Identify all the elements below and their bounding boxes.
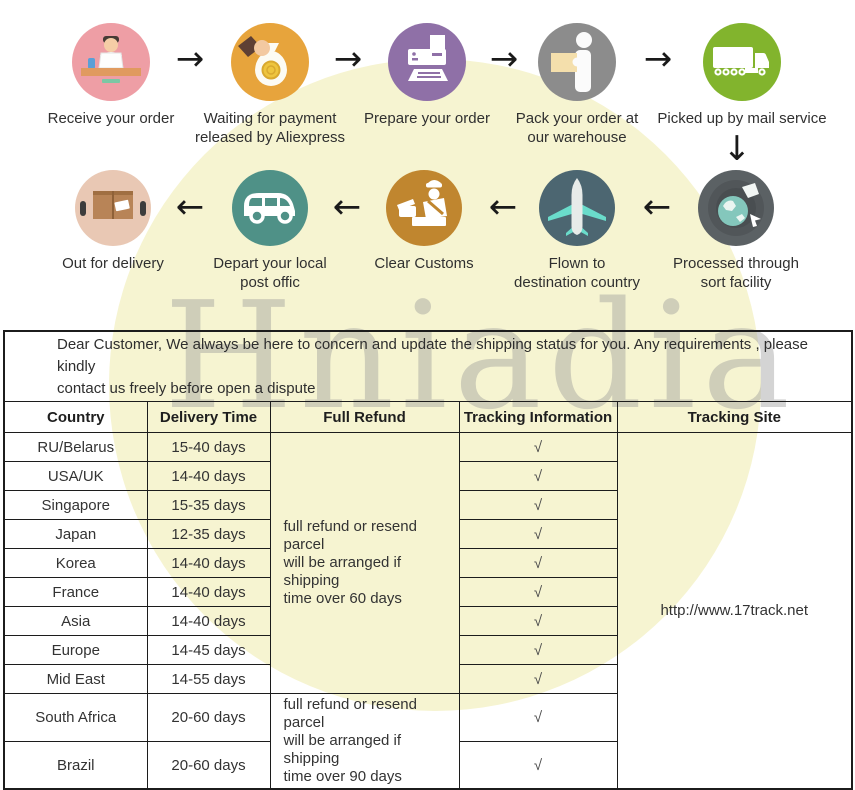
mail-truck-icon	[703, 23, 781, 101]
refund-note-90-days: full refund or resend parcel will be arr…	[269, 693, 460, 790]
receive-order-icon	[72, 23, 150, 101]
tracking-checkmark: √	[458, 635, 618, 666]
country-cell: Singapore	[3, 490, 148, 521]
delivery-cell: 20-60 days	[146, 741, 271, 790]
airplane-icon	[539, 170, 615, 246]
shipping-flow-diagram: Receive your order Waiting for payment r…	[0, 0, 855, 330]
stage-label: Processed through sort facility	[673, 255, 799, 291]
arrow-left-icon: ←	[332, 187, 362, 227]
stage-label: Prepare your order	[364, 110, 490, 127]
arrow-down-icon: ↓	[722, 129, 752, 169]
post-van-icon	[232, 170, 308, 246]
country-cell: Asia	[3, 606, 148, 637]
table-header-row: Country Delivery Time Full Refund Tracki…	[3, 401, 853, 434]
table-row: France 14-40 days √	[3, 577, 852, 608]
tracking-checkmark: √	[458, 606, 618, 637]
tracking-site-link[interactable]: http://www.17track.net	[660, 602, 809, 620]
delivery-cell: 14-40 days	[146, 461, 271, 492]
country-cell: USA/UK	[3, 461, 148, 492]
tracking-checkmark: √	[458, 432, 618, 463]
country-cell: Korea	[3, 548, 148, 579]
customer-notice: Dear Customer, We always be here to conc…	[3, 330, 853, 403]
refund-note-60-days: full refund or resend parcel will be arr…	[269, 432, 460, 695]
arrow-left-icon: ←	[175, 187, 205, 227]
country-cell: France	[3, 577, 148, 608]
tracking-checkmark: √	[458, 577, 618, 608]
stage-out-for-delivery: Out for delivery	[23, 170, 203, 274]
arrow-right-icon: →	[489, 39, 519, 79]
delivery-cell: 14-40 days	[146, 606, 271, 637]
arrow-right-icon: →	[643, 39, 673, 79]
stage-depart-post-office: Depart your local post offic	[180, 170, 360, 293]
notice-row: Dear Customer, We always be here to conc…	[3, 330, 853, 403]
table-row: Singapore 15-35 days √	[3, 490, 852, 521]
stage-receive-order: Receive your order	[21, 23, 201, 129]
table-row: RU/Belarus 15-40 days full refund or res…	[3, 432, 853, 790]
country-cell: Europe	[3, 635, 148, 666]
stage-label: Depart your local post offic	[213, 255, 327, 291]
delivery-cell: 14-40 days	[146, 577, 271, 608]
delivery-cell: 14-40 days	[146, 548, 271, 579]
country-cell: South Africa	[3, 693, 148, 742]
country-cell: RU/Belarus	[3, 432, 148, 463]
header-country: Country	[3, 401, 148, 434]
stage-label: Clear Customs	[374, 255, 474, 272]
delivery-cell: 15-35 days	[146, 490, 271, 521]
tracking-checkmark: √	[458, 461, 618, 492]
delivery-cell: 15-40 days	[146, 432, 271, 463]
stage-label: Receive your order	[47, 110, 175, 127]
tracking-checkmark: √	[458, 548, 618, 579]
globe-sort-icon	[698, 170, 774, 246]
stage-processed-sort-facility: Processed through sort facility	[646, 170, 826, 293]
stage-label: Pack your order at our warehouse	[515, 110, 639, 146]
tracking-checkmark: √	[458, 741, 618, 790]
delivery-cell: 12-35 days	[146, 519, 271, 550]
stage-label: Picked up by mail service	[657, 110, 827, 127]
table-row: Europe 14-45 days √	[3, 635, 852, 666]
country-cell: Mid East	[3, 664, 148, 695]
printer-icon	[388, 23, 466, 101]
header-full-refund: Full Refund	[269, 401, 460, 434]
tracking-site-cell: http://www.17track.net	[616, 432, 853, 790]
stage-waiting-payment: Waiting for payment released by Aliexpre…	[180, 23, 360, 148]
stage-clear-customs: Clear Customs	[334, 170, 514, 274]
stage-flown-to-destination: Flown to destination country	[487, 170, 667, 293]
customs-officer-icon	[386, 170, 462, 246]
arrow-right-icon: →	[333, 39, 363, 79]
tracking-checkmark: √	[458, 664, 618, 695]
table-row: Mid East 14-55 days √	[3, 664, 852, 695]
header-tracking-site: Tracking Site	[616, 401, 853, 434]
delivery-cell: 20-60 days	[146, 693, 271, 742]
table-row: Japan 12-35 days √	[3, 519, 852, 550]
table-row: USA/UK 14-40 days √	[3, 461, 852, 492]
header-tracking-information: Tracking Information	[458, 401, 618, 434]
delivery-cell: 14-55 days	[146, 664, 271, 695]
arrow-left-icon: ←	[488, 187, 518, 227]
table-row: Asia 14-40 days √	[3, 606, 852, 637]
tracking-checkmark: √	[458, 490, 618, 521]
tracking-checkmark: √	[458, 519, 618, 550]
stage-label: Flown to destination country	[514, 255, 640, 291]
country-cell: Brazil	[3, 741, 148, 790]
stage-prepare-order: Prepare your order	[337, 23, 517, 129]
stage-picked-up: Picked up by mail service	[647, 23, 837, 129]
shipping-table: Dear Customer, We always be here to conc…	[3, 330, 854, 790]
arrow-left-icon: ←	[642, 187, 672, 227]
stage-pack-order: Pack your order at our warehouse	[487, 23, 667, 148]
money-bag-icon	[231, 23, 309, 101]
arrow-right-icon: →	[175, 39, 205, 79]
delivery-cell: 14-45 days	[146, 635, 271, 666]
country-cell: Japan	[3, 519, 148, 550]
tracking-checkmark: √	[458, 693, 618, 742]
stage-label: Waiting for payment released by Aliexpre…	[194, 110, 346, 146]
packing-person-icon	[538, 23, 616, 101]
delivery-box-icon	[75, 170, 151, 246]
header-delivery-time: Delivery Time	[146, 401, 271, 434]
stage-label: Out for delivery	[62, 255, 164, 272]
